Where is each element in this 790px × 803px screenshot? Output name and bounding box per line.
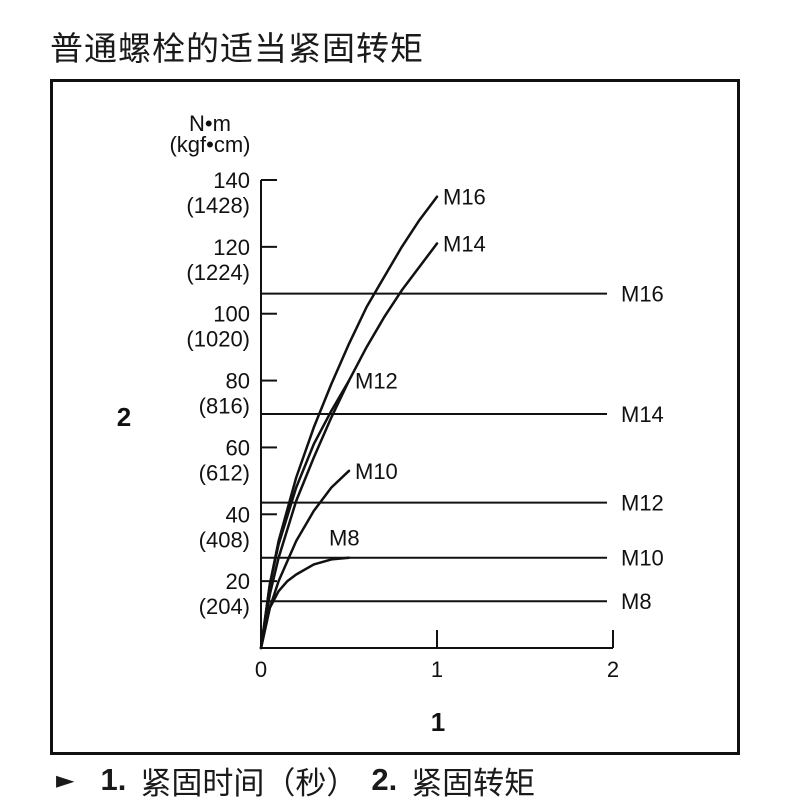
y-tick-sublabel-80: (816) (199, 394, 250, 419)
x-tick-label-2: 2 (607, 657, 619, 682)
y-tick-sublabel-100: (1020) (186, 327, 250, 352)
reference-line-label-m10: M10 (621, 546, 664, 571)
y-tick-label-20: 20 (226, 569, 250, 594)
y-tick-label-80: 80 (226, 369, 250, 394)
y-tick-label-120: 120 (213, 235, 250, 260)
y-tick-sublabel-40: (408) (199, 527, 250, 552)
reference-line-label-m12: M12 (621, 491, 664, 516)
x-tick-label-0: 0 (255, 657, 267, 682)
curve-m12 (259, 379, 351, 650)
curve-m8 (259, 556, 351, 650)
y-tick-sublabel-140: (1428) (186, 193, 250, 218)
curve-label-m8: M8 (329, 526, 360, 551)
y-axis-title: 2 (117, 402, 131, 432)
curve-m14 (259, 242, 439, 650)
curve-label-m14: M14 (443, 232, 486, 257)
legend-footer: ► 1. 紧固时间（秒） 2. 紧固转矩 (56, 760, 536, 802)
curve-label-m10: M10 (355, 459, 398, 484)
y-tick-label-40: 40 (226, 502, 250, 527)
reference-line-label-m8: M8 (621, 589, 652, 614)
reference-lines: M16 M14 M12 M10 M8 (261, 282, 664, 614)
y-tick-sublabel-60: (612) (199, 460, 250, 485)
y-tick-label-60: 60 (226, 435, 250, 460)
x-axis-title: 1 (431, 707, 445, 737)
axis-ticks: 20(204)40(408)60(612)80(816)100(1020)120… (186, 168, 619, 682)
footer-item-1-text: 紧固时间（秒） (140, 765, 358, 802)
chart-frame (50, 79, 740, 755)
footer-item-2-number: 2. (371, 762, 398, 797)
arrow-icon: ► (56, 766, 75, 794)
footer-item-2-text: 紧固转矩 (411, 765, 536, 802)
y-tick-sublabel-20: (204) (199, 594, 250, 619)
page-title: 普通螺栓的适当紧固转矩 (50, 29, 424, 68)
reference-line-label-m14: M14 (621, 402, 664, 427)
reference-line-label-m16: M16 (621, 282, 664, 307)
curve-label-m16: M16 (443, 185, 486, 210)
y-unit-label-nm: N•m (189, 111, 231, 136)
y-unit-label-kgfcm: (kgf•cm) (169, 132, 250, 157)
curve-label-m12: M12 (355, 369, 398, 394)
x-tick-label-1: 1 (431, 657, 443, 682)
y-tick-label-140: 140 (213, 168, 250, 193)
y-tick-sublabel-120: (1224) (186, 260, 250, 285)
torque-curves: M16 M14 M12 M10 M8 (259, 185, 486, 650)
y-tick-label-100: 100 (213, 302, 250, 327)
footer-item-1-number: 1. (100, 762, 127, 797)
